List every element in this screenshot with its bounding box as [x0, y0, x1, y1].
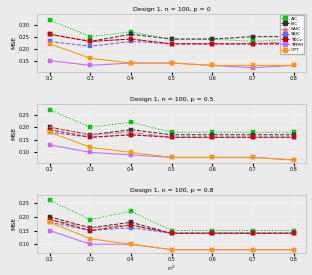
X-axis label: $n^2$: $n^2$ [167, 263, 176, 273]
Y-axis label: MSE: MSE [11, 36, 16, 50]
Title: Design 1, n = 100, p = 0: Design 1, n = 100, p = 0 [133, 7, 210, 12]
Y-axis label: MSE: MSE [11, 127, 16, 140]
Y-axis label: MSE: MSE [11, 217, 16, 230]
Title: Design 1, n = 100, p = 0.8: Design 1, n = 100, p = 0.8 [130, 188, 213, 193]
Title: Design 1, n = 100, p = 0.5: Design 1, n = 100, p = 0.5 [130, 97, 213, 102]
Legend: AIC, BIC, SAIC, SBIC, TECv, TFRM, OPT: AIC, BIC, SAIC, SBIC, TECv, TFRM, OPT [280, 15, 305, 54]
